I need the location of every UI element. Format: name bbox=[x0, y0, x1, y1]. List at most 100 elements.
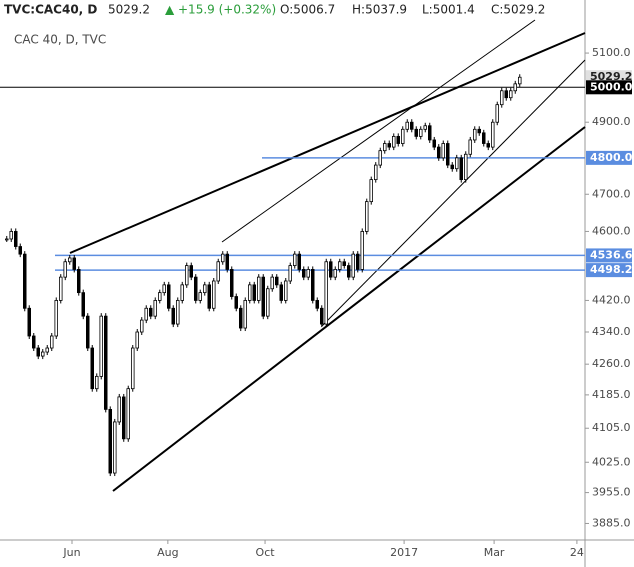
trend-line bbox=[221, 19, 536, 243]
candle bbox=[198, 292, 202, 301]
low: L:5001.4 bbox=[422, 3, 475, 17]
price-tag-label: 4800.0 bbox=[590, 151, 633, 164]
candle bbox=[369, 179, 373, 203]
candle bbox=[346, 265, 351, 278]
candle bbox=[171, 307, 175, 325]
candle bbox=[122, 396, 126, 440]
y-tick-label: 4700.0 bbox=[592, 187, 631, 200]
candle bbox=[184, 265, 189, 286]
candle bbox=[351, 253, 355, 278]
candle bbox=[220, 253, 225, 263]
candle bbox=[292, 253, 297, 266]
candle bbox=[436, 146, 441, 159]
y-tick-label: 4420.0 bbox=[592, 293, 631, 306]
open: O:5006.7 bbox=[280, 3, 335, 17]
candle bbox=[297, 253, 301, 270]
price-tag bbox=[586, 248, 632, 263]
candle bbox=[18, 246, 22, 255]
candle bbox=[50, 335, 54, 349]
candle bbox=[36, 347, 41, 357]
candle bbox=[45, 347, 50, 353]
price-tag-label: 5000.0 bbox=[590, 80, 633, 93]
candle bbox=[90, 347, 95, 390]
candle bbox=[432, 139, 436, 148]
header: TVC:CAC40, D 5029.2 ▲ +15.9 (+0.32%) O:5… bbox=[4, 3, 545, 17]
candle bbox=[387, 143, 391, 148]
candle bbox=[274, 276, 279, 286]
candle bbox=[157, 292, 162, 301]
candle bbox=[427, 125, 432, 141]
candle bbox=[405, 121, 409, 130]
candle bbox=[454, 157, 459, 170]
candle bbox=[41, 351, 45, 357]
candle bbox=[139, 319, 144, 333]
candle bbox=[81, 292, 86, 317]
candle bbox=[166, 284, 171, 309]
candle bbox=[130, 347, 135, 390]
candle bbox=[54, 300, 59, 337]
candle bbox=[234, 296, 238, 309]
candle bbox=[441, 143, 445, 159]
x-tick-label: Jun bbox=[62, 546, 80, 559]
x-tick-label: 2017 bbox=[390, 546, 418, 559]
candle bbox=[499, 90, 504, 106]
candle bbox=[472, 128, 477, 141]
y-tick-label: 4340.0 bbox=[592, 325, 631, 338]
trend-line bbox=[69, 32, 586, 254]
y-tick-label: 3885.0 bbox=[592, 516, 631, 529]
candle bbox=[27, 307, 31, 337]
candle bbox=[86, 315, 90, 349]
candle bbox=[202, 284, 207, 294]
y-tick-label: 4900.0 bbox=[592, 115, 631, 128]
candle bbox=[5, 238, 9, 241]
candle bbox=[77, 269, 81, 294]
candle bbox=[238, 307, 243, 329]
candle bbox=[508, 90, 513, 99]
candle bbox=[270, 276, 274, 290]
candle bbox=[108, 408, 113, 474]
candle bbox=[391, 135, 396, 148]
candle bbox=[32, 335, 36, 349]
x-tick-label: Oct bbox=[256, 546, 276, 559]
candle bbox=[99, 315, 104, 377]
candle bbox=[315, 300, 319, 309]
candle bbox=[355, 253, 360, 270]
candle bbox=[211, 280, 216, 309]
candle bbox=[396, 135, 400, 144]
candle bbox=[400, 128, 405, 144]
candle bbox=[423, 125, 427, 130]
candle bbox=[337, 261, 342, 270]
candle bbox=[175, 300, 180, 325]
candle bbox=[504, 90, 508, 99]
y-tick-label: 3955.0 bbox=[592, 486, 631, 499]
symbol: TVC:CAC40, D bbox=[4, 3, 97, 17]
candle bbox=[216, 261, 220, 282]
candle bbox=[468, 139, 472, 155]
x-tick-label: Mar bbox=[484, 546, 505, 559]
change-arrow: ▲ bbox=[165, 3, 175, 17]
candle bbox=[13, 231, 18, 247]
trend-line bbox=[112, 126, 586, 492]
candle bbox=[261, 276, 265, 317]
candle bbox=[104, 315, 108, 410]
candle bbox=[310, 269, 315, 301]
last-price: 5029.2 bbox=[108, 3, 150, 17]
candle bbox=[513, 83, 518, 92]
candle bbox=[333, 269, 337, 278]
candle bbox=[95, 375, 99, 390]
candle bbox=[68, 257, 72, 263]
candle bbox=[117, 396, 122, 423]
legend: CAC 40, D, TVC bbox=[14, 33, 106, 47]
candle bbox=[495, 104, 499, 123]
candle bbox=[229, 269, 234, 297]
candle bbox=[247, 284, 252, 301]
close: C:5029.2 bbox=[491, 3, 545, 17]
change: +15.9 (+0.32%) bbox=[178, 3, 276, 17]
candle bbox=[256, 276, 261, 301]
candle bbox=[9, 231, 13, 240]
high: H:5037.9 bbox=[352, 3, 407, 17]
candle bbox=[265, 288, 270, 317]
x-tick-label: 24 bbox=[570, 546, 584, 559]
price-tag bbox=[586, 150, 632, 165]
